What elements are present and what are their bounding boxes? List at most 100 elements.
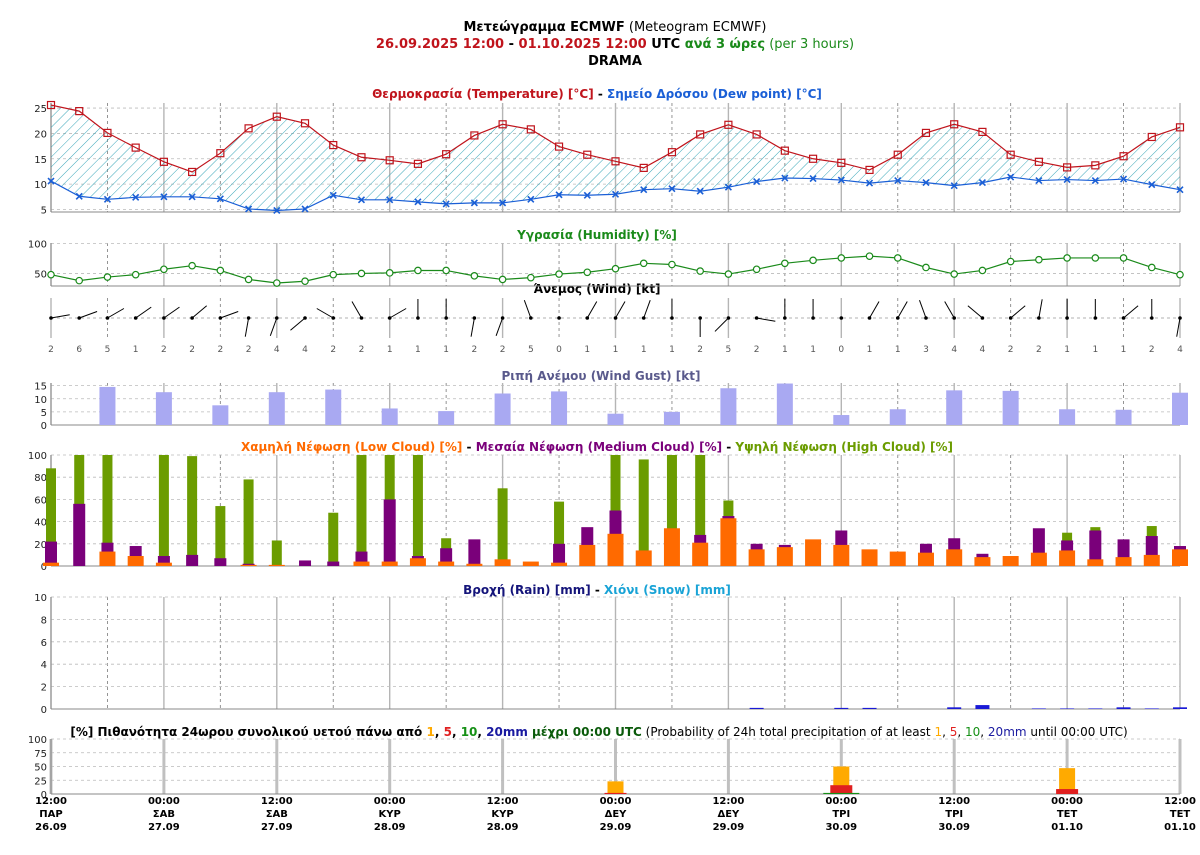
temperature-point: [46, 100, 56, 110]
gust-bar: [663, 411, 680, 425]
dewpoint-point-stroke: [160, 193, 168, 201]
temperature-ytick-label: 5: [41, 205, 47, 216]
humidity-point: [244, 275, 253, 284]
cloud-title-sep-2: -: [722, 440, 735, 454]
humidity-point: [724, 270, 733, 278]
wind-speed-label: 4: [951, 345, 957, 355]
low-cloud-bar: [635, 550, 652, 566]
dewpoint-point: [357, 196, 366, 204]
wind-speed-label: 2: [217, 345, 223, 355]
wind-station-dot: [585, 316, 590, 320]
cloud-ytick-label: 0: [41, 562, 47, 573]
temperature-dewpoint-spread-area: [51, 105, 1180, 211]
temperature-point: [300, 119, 310, 128]
rain-bar: [1173, 707, 1187, 709]
header-line-1: Μετεώγραμμα ECMWF (Meteogram ECMWF): [463, 20, 766, 35]
temperature-point: [470, 131, 479, 140]
dewpoint-title: Σημείο Δρόσου (Dew point) [°C]: [607, 87, 822, 101]
gust-bar: [551, 391, 568, 425]
high-cloud-bar: [554, 501, 565, 566]
humidity-point: [1176, 270, 1184, 279]
high-cloud-bar: [638, 459, 649, 566]
wind-barb: [191, 305, 208, 319]
wind-station-dot: [275, 316, 279, 320]
probability-bar-5: [830, 785, 853, 794]
x-tick-date: 01.10: [1164, 822, 1196, 833]
wind-speed-label: 1: [613, 345, 619, 355]
wind-barb: [107, 308, 125, 319]
humidity-point: [329, 270, 338, 279]
wind-barb: [269, 317, 278, 337]
humidity-point: [47, 270, 55, 279]
gust-bar: [607, 413, 624, 425]
wind-station-dot: [387, 316, 392, 320]
header-every: ανά 3 ώρες: [685, 37, 765, 52]
rain-bar: [947, 707, 962, 709]
humidity-ytick-label: 50: [34, 269, 47, 280]
dewpoint-point-stroke: [978, 179, 986, 187]
wind-speed-label: 4: [1177, 345, 1183, 355]
precip-ytick-label: 2: [41, 683, 47, 694]
dewpoint-point-stroke: [724, 183, 732, 191]
wind-station-dot: [1178, 316, 1182, 320]
dewpoint-point-stroke: [273, 206, 281, 215]
wind-station-dot: [1149, 316, 1154, 320]
dewpoint-point: [753, 178, 761, 186]
prob-c1: ,: [435, 725, 444, 739]
temperature-point: [75, 107, 84, 116]
low-cloud-bar: [720, 518, 737, 566]
wind-speed-label: 1: [387, 345, 393, 355]
low-cloud-bar: [946, 549, 963, 566]
dewpoint-point-stroke: [1035, 177, 1043, 185]
humidity-point: [385, 269, 394, 277]
dewpoint-point: [611, 190, 620, 198]
high-cloud-bar: [46, 468, 56, 566]
dewpoint-point-stroke: [555, 191, 563, 199]
low-cloud-bar: [268, 564, 285, 566]
dewpoint-point: [1035, 177, 1043, 185]
precip-ytick-label: 10: [34, 593, 47, 604]
dewpoint-point: [950, 182, 958, 190]
wind-speed-label: 4: [274, 345, 280, 355]
wind-station-dot: [811, 316, 815, 320]
wind-station-dot: [1093, 316, 1098, 320]
wind-barb: [967, 305, 983, 319]
wind-station-dot: [105, 316, 110, 320]
dewpoint-point: [1007, 173, 1015, 181]
x-tick-day: ΚΥΡ: [491, 809, 513, 820]
prob-ec3: ,: [980, 725, 988, 739]
wind-station-dot: [472, 316, 477, 320]
low-cloud-bar: [494, 559, 511, 566]
x-tick-day: ΤΕΤ: [1170, 809, 1191, 820]
humidity-point: [893, 254, 902, 262]
dewpoint-point: [103, 195, 112, 203]
prob-t5: 5: [444, 725, 452, 739]
cloud-ytick-label: 40: [34, 518, 47, 529]
dewpoint-point: [583, 191, 591, 199]
dewpoint-point-stroke: [668, 185, 676, 193]
wind-speed-label: 1: [641, 345, 647, 355]
x-tick-time: 12:00: [1164, 796, 1196, 807]
low-cloud-bar: [607, 533, 624, 566]
dewpoint-point-stroke: [1007, 173, 1015, 181]
low-cloud-bar: [1002, 556, 1019, 566]
wind-speed-label: 2: [330, 345, 336, 355]
wind-barb: [756, 317, 776, 322]
dewpoint-point-stroke: [865, 179, 874, 187]
humidity-ytick-label: 100: [28, 240, 47, 251]
temperature-title-sep: -: [594, 87, 607, 101]
wind-speed-label: 1: [1064, 345, 1070, 355]
x-tick-day: ΚΥΡ: [379, 809, 401, 820]
header-location: DRAMA: [588, 54, 642, 69]
dewpoint-point-stroke: [1176, 186, 1184, 194]
dewpoint-point-stroke: [103, 195, 112, 203]
dewpoint-point: [1148, 181, 1156, 189]
temperature-point: [752, 130, 761, 139]
wind-station-dot: [162, 316, 166, 320]
temperature-point: [1006, 150, 1015, 159]
gust-bar: [833, 415, 850, 425]
wind-speed-label: 2: [161, 345, 167, 355]
humidity-point: [950, 270, 959, 278]
header-utc: UTC: [647, 37, 685, 52]
temperature-point: [1175, 123, 1185, 132]
